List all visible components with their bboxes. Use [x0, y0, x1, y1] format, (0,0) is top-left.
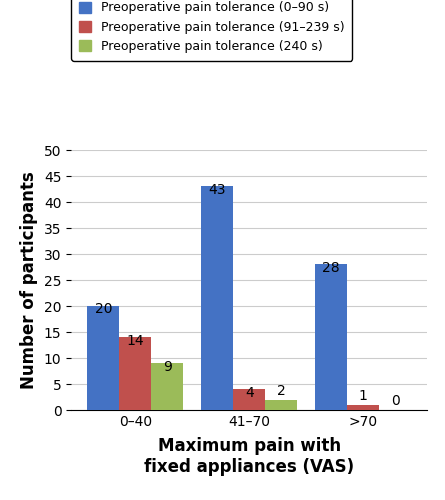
- Text: 14: 14: [126, 334, 144, 347]
- Text: 9: 9: [163, 360, 172, 374]
- Bar: [87, 306, 119, 410]
- Text: 4: 4: [245, 386, 254, 400]
- Bar: [265, 400, 297, 410]
- Bar: [151, 363, 183, 410]
- Bar: [347, 405, 379, 410]
- Bar: [316, 264, 347, 410]
- Text: 43: 43: [209, 183, 226, 197]
- Text: 28: 28: [323, 261, 340, 275]
- Bar: [201, 186, 233, 410]
- Bar: [233, 389, 265, 410]
- X-axis label: Maximum pain with
fixed appliances (VAS): Maximum pain with fixed appliances (VAS): [144, 437, 354, 476]
- Legend: Preoperative pain tolerance (0–90 s), Preoperative pain tolerance (91–239 s), Pr: Preoperative pain tolerance (0–90 s), Pr…: [71, 0, 352, 60]
- Text: 0: 0: [391, 394, 400, 408]
- Y-axis label: Number of participants: Number of participants: [20, 171, 38, 389]
- Bar: [119, 337, 151, 410]
- Text: 20: 20: [95, 302, 112, 316]
- Text: 1: 1: [359, 389, 368, 403]
- Text: 2: 2: [277, 384, 286, 398]
